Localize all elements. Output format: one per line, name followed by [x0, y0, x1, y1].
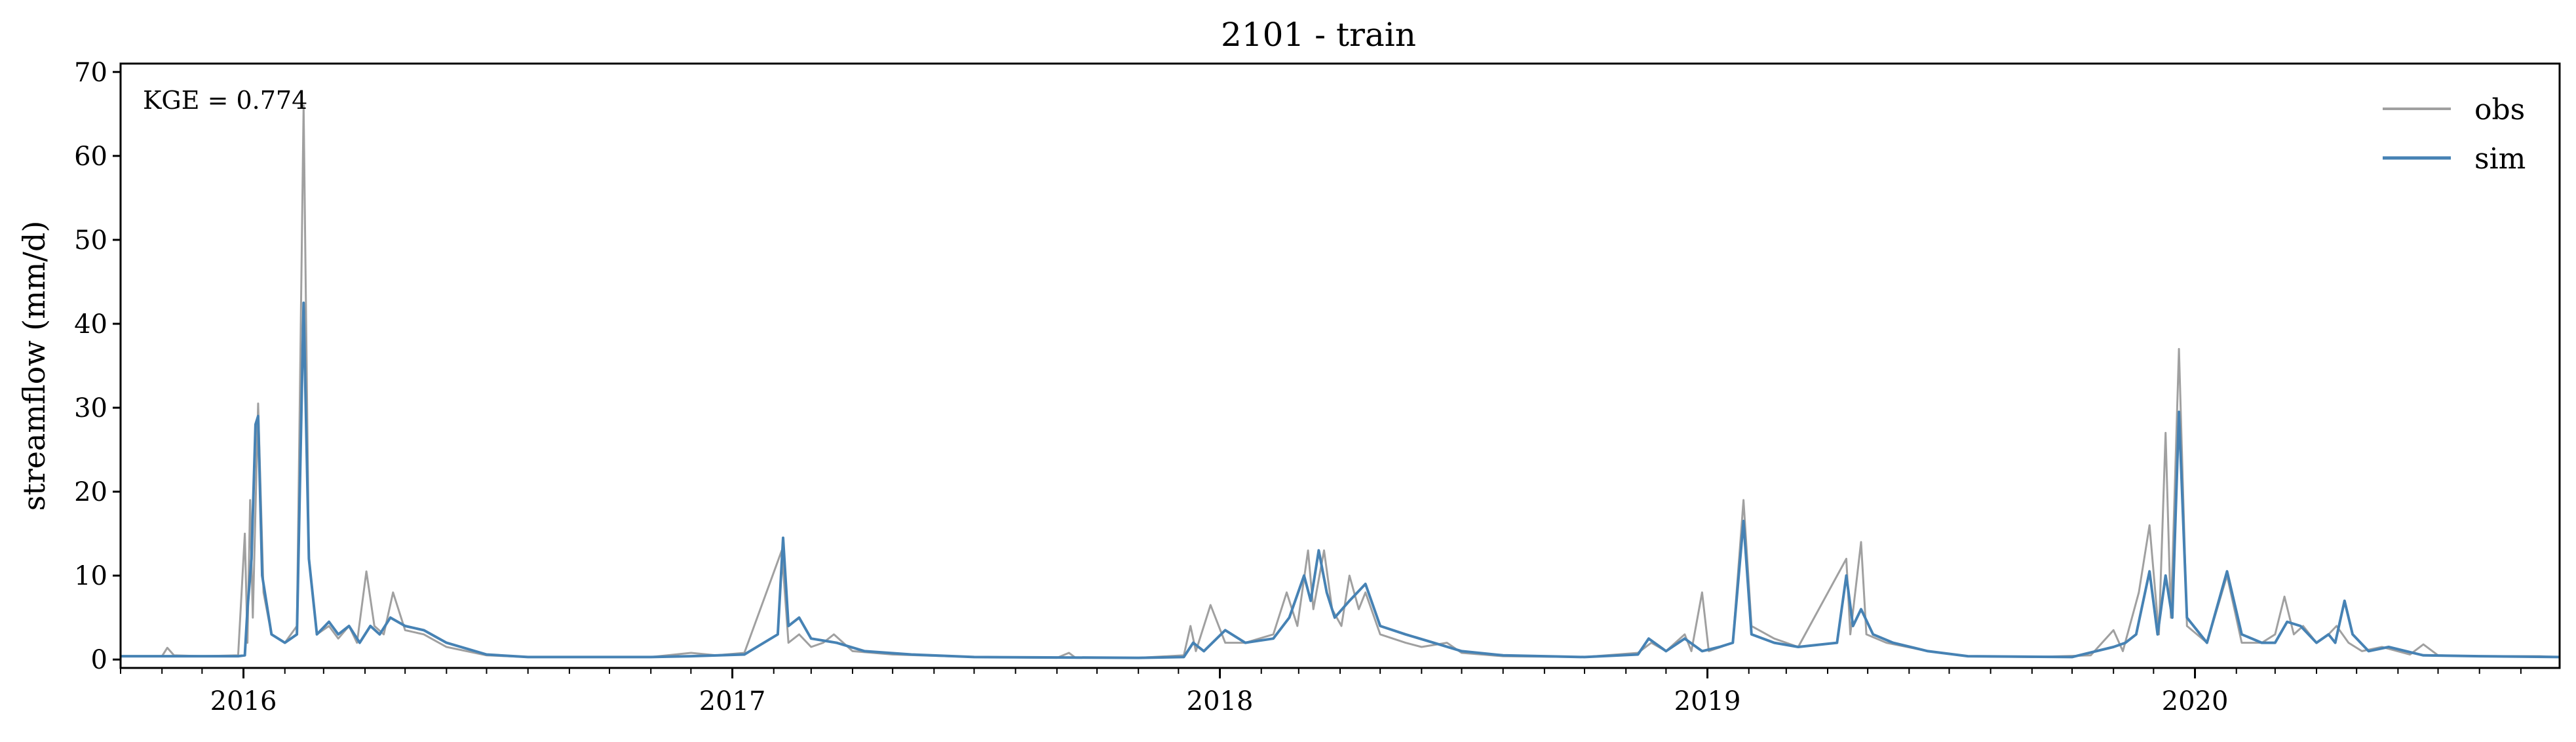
chart-title: 2101 - train: [1221, 16, 1416, 54]
y-tick-label: 0: [91, 645, 107, 675]
legend: obs sim: [2383, 93, 2526, 176]
y-tick-label: 10: [74, 561, 107, 591]
y-tick-label: 70: [74, 58, 107, 88]
series-layer: [121, 104, 2560, 659]
legend-label-sim: sim: [2474, 142, 2526, 176]
x-tick-label: 2018: [1187, 686, 1254, 716]
y-axis: 0 10 20 30 40 50 60 70: [74, 58, 121, 675]
y-tick-label: 40: [74, 309, 107, 340]
x-tick-label: 2016: [210, 686, 277, 716]
y-axis-label: streamflow (mm/d): [16, 221, 52, 511]
x-tick-label: 2017: [699, 686, 766, 716]
y-tick-label: 20: [74, 477, 107, 507]
y-tick-label: 60: [74, 142, 107, 172]
series-line-sim: [121, 302, 2560, 659]
x-tick-label: 2020: [2162, 686, 2229, 716]
y-tick-label: 30: [74, 393, 107, 423]
x-tick-label: 2019: [1674, 686, 1741, 716]
x-axis: 2016 2017 2018 2019 2020: [120, 668, 2522, 716]
kge-annotation: KGE = 0.774: [143, 86, 307, 115]
legend-label-obs: obs: [2474, 93, 2525, 127]
y-tick-label: 50: [74, 225, 107, 256]
